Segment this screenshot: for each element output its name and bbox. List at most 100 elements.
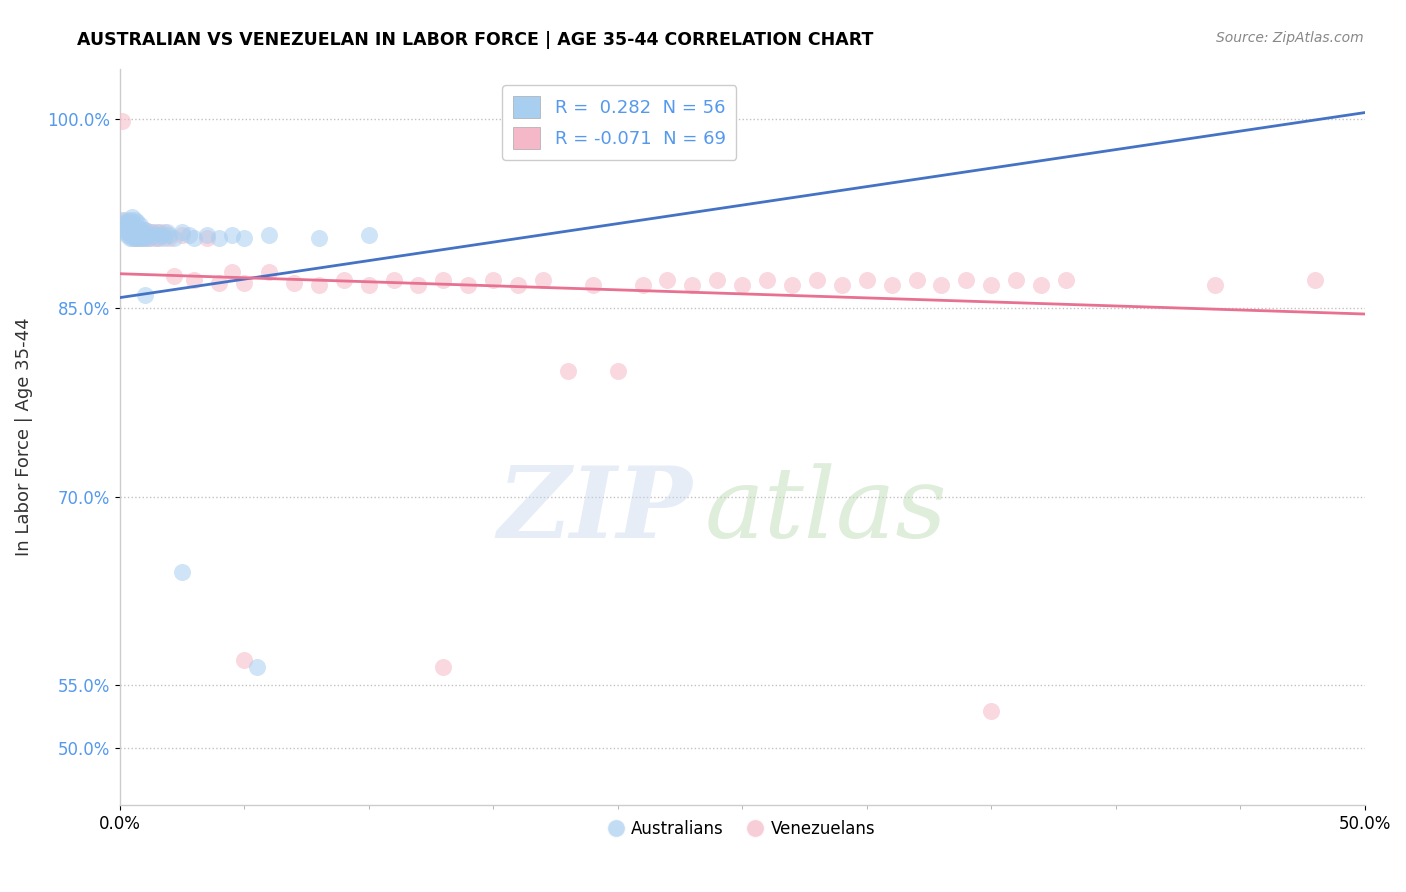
Point [131, 222, 153, 236]
Point [157, 227, 180, 242]
Point [134, 231, 156, 245]
Point [136, 227, 159, 242]
Point [115, 227, 138, 242]
Point [128, 225, 150, 239]
Point [980, 704, 1002, 718]
Point [631, 278, 654, 293]
Point [141, 225, 163, 239]
Point [880, 278, 903, 293]
Point [780, 278, 803, 293]
Point [124, 231, 146, 245]
Point [163, 269, 186, 284]
Point [141, 225, 163, 239]
Point [170, 225, 193, 239]
Point [143, 227, 166, 242]
Point [980, 278, 1002, 293]
Point [457, 278, 479, 293]
Point [179, 227, 201, 242]
Point [131, 231, 153, 245]
Point [146, 225, 169, 239]
Point [124, 219, 146, 233]
Point [955, 273, 977, 287]
Point [134, 222, 156, 236]
Point [121, 210, 143, 224]
Point [706, 273, 728, 287]
Point [128, 231, 150, 245]
Point [143, 231, 166, 245]
Point [114, 215, 136, 229]
Point [121, 219, 143, 233]
Point [657, 273, 679, 287]
Point [308, 278, 330, 293]
Point [118, 212, 141, 227]
Point [124, 212, 146, 227]
Point [121, 225, 143, 239]
Point [134, 222, 156, 236]
Point [125, 215, 148, 229]
Point [531, 273, 554, 287]
Point [905, 273, 928, 287]
Point [257, 265, 280, 279]
Point [134, 288, 156, 302]
Point [124, 231, 146, 245]
Point [118, 225, 141, 239]
Point [128, 222, 150, 236]
Legend: Australians, Venezuelans: Australians, Venezuelans [603, 814, 882, 845]
Y-axis label: In Labor Force | Age 35-44: In Labor Force | Age 35-44 [15, 318, 32, 556]
Point [115, 222, 138, 236]
Point [121, 225, 143, 239]
Point [582, 278, 605, 293]
Point [183, 273, 205, 287]
Point [357, 278, 380, 293]
Point [806, 273, 828, 287]
Point [170, 565, 193, 579]
Point [855, 273, 877, 287]
Point [111, 219, 134, 233]
Point [115, 215, 138, 229]
Point [115, 215, 138, 229]
Point [111, 212, 134, 227]
Point [136, 227, 159, 242]
Point [183, 231, 205, 245]
Text: ZIP: ZIP [498, 462, 692, 558]
Point [931, 278, 953, 293]
Point [128, 231, 150, 245]
Point [506, 278, 529, 293]
Text: AUSTRALIAN VS VENEZUELAN IN LABOR FORCE | AGE 35-44 CORRELATION CHART: AUSTRALIAN VS VENEZUELAN IN LABOR FORCE … [77, 31, 873, 49]
Point [157, 231, 180, 245]
Point [332, 273, 354, 287]
Text: atlas: atlas [704, 463, 948, 558]
Point [1054, 273, 1077, 287]
Point [114, 225, 136, 239]
Point [233, 276, 256, 290]
Point [138, 231, 160, 245]
Point [221, 227, 243, 242]
Point [118, 231, 141, 245]
Point [756, 273, 779, 287]
Point [115, 219, 138, 233]
Point [163, 231, 186, 245]
Point [245, 659, 267, 673]
Point [432, 273, 454, 287]
Point [208, 231, 231, 245]
Point [114, 222, 136, 236]
Point [257, 227, 280, 242]
Point [134, 231, 156, 245]
Point [195, 231, 218, 245]
Point [156, 225, 179, 239]
Text: Source: ZipAtlas.com: Source: ZipAtlas.com [1216, 31, 1364, 45]
Point [111, 114, 134, 128]
Point [131, 227, 153, 242]
Point [121, 215, 143, 229]
Point [114, 219, 136, 233]
Point [148, 225, 170, 239]
Point [233, 231, 256, 245]
Point [208, 276, 231, 290]
Point [114, 212, 136, 227]
Point [118, 219, 141, 233]
Point [138, 231, 160, 245]
Point [382, 273, 405, 287]
Point [121, 231, 143, 245]
Point [432, 659, 454, 673]
Point [125, 222, 148, 236]
